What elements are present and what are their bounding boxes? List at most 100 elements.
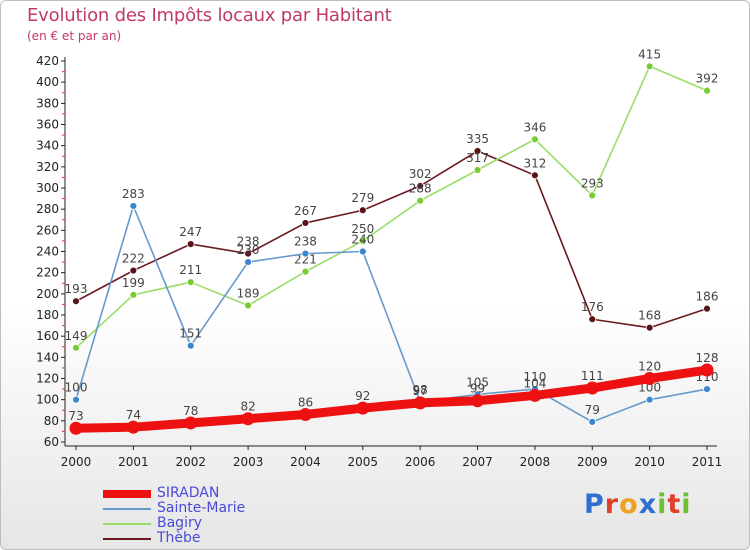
data-label: 111 bbox=[581, 369, 604, 383]
y-tick-label: 220 bbox=[36, 266, 59, 280]
data-label: 279 bbox=[351, 191, 374, 205]
legend-label: SIRADAN bbox=[157, 485, 220, 501]
x-tick-label: 2003 bbox=[233, 455, 264, 469]
legend-item: Bagiry bbox=[103, 516, 245, 531]
data-point bbox=[703, 385, 711, 393]
data-point bbox=[356, 401, 370, 415]
data-label: 211 bbox=[179, 263, 202, 277]
data-point bbox=[588, 191, 597, 200]
data-label: 230 bbox=[237, 243, 260, 257]
x-tick-label: 2005 bbox=[348, 455, 379, 469]
data-label: 98 bbox=[413, 383, 428, 397]
data-point bbox=[588, 417, 597, 426]
data-label: 79 bbox=[585, 403, 600, 417]
data-point bbox=[298, 407, 312, 421]
data-label: 317 bbox=[466, 151, 489, 165]
data-point bbox=[588, 315, 597, 324]
legend-label: Bagiry bbox=[157, 515, 203, 531]
data-point bbox=[531, 135, 539, 144]
data-point bbox=[585, 381, 599, 395]
data-label: 222 bbox=[122, 252, 145, 266]
data-label: 100 bbox=[638, 381, 661, 395]
data-point bbox=[186, 240, 195, 248]
data-point bbox=[244, 301, 252, 310]
data-label: 120 bbox=[638, 360, 661, 374]
data-label: 74 bbox=[126, 408, 141, 422]
data-point bbox=[241, 412, 255, 426]
data-label: 99 bbox=[470, 382, 485, 396]
y-tick-label: 100 bbox=[36, 393, 59, 407]
data-point bbox=[645, 62, 654, 71]
data-point bbox=[645, 323, 654, 332]
y-tick-label: 240 bbox=[36, 245, 59, 259]
data-label: 168 bbox=[638, 309, 661, 323]
data-point bbox=[129, 266, 138, 275]
data-point bbox=[72, 343, 80, 352]
data-label: 193 bbox=[65, 282, 88, 296]
y-tick-label: 360 bbox=[36, 118, 59, 132]
data-label: 82 bbox=[240, 400, 255, 414]
y-tick-label: 200 bbox=[36, 287, 59, 301]
y-tick-label: 280 bbox=[36, 202, 59, 216]
y-tick-label: 180 bbox=[36, 308, 59, 322]
data-label: 189 bbox=[237, 286, 260, 300]
data-label: 110 bbox=[523, 370, 546, 384]
data-label: 199 bbox=[122, 276, 145, 290]
legend-swatch bbox=[103, 522, 151, 525]
data-point bbox=[301, 219, 310, 227]
y-tick-label: 420 bbox=[36, 54, 59, 68]
legend-label: Sainte-Marie bbox=[157, 500, 246, 516]
series-line-bagiry bbox=[75, 65, 708, 349]
y-tick-label: 80 bbox=[44, 414, 59, 428]
y-tick-label: 120 bbox=[36, 372, 59, 386]
data-point bbox=[72, 297, 80, 306]
data-point bbox=[471, 394, 485, 408]
data-point bbox=[184, 416, 198, 430]
data-point bbox=[358, 206, 367, 215]
x-tick-label: 2009 bbox=[577, 455, 608, 469]
data-point bbox=[473, 166, 482, 174]
legend-swatch bbox=[103, 537, 151, 540]
data-point bbox=[413, 396, 427, 410]
y-tick-label: 340 bbox=[36, 139, 59, 153]
data-label: 293 bbox=[581, 176, 604, 190]
data-label: 221 bbox=[294, 253, 317, 267]
data-point bbox=[700, 363, 714, 377]
data-label: 247 bbox=[179, 225, 202, 239]
y-tick-label: 140 bbox=[36, 350, 59, 364]
data-label: 128 bbox=[696, 351, 719, 365]
data-point bbox=[244, 249, 252, 258]
proxiti-logo: Proxiti bbox=[584, 489, 692, 520]
data-label: 283 bbox=[122, 187, 145, 201]
data-label: 415 bbox=[638, 47, 661, 61]
series-line-thèbe bbox=[75, 150, 708, 329]
data-point bbox=[69, 421, 83, 435]
x-tick-label: 2007 bbox=[462, 455, 493, 469]
data-point bbox=[703, 304, 711, 313]
x-tick-label: 2010 bbox=[634, 455, 665, 469]
data-point bbox=[416, 196, 425, 205]
data-point bbox=[358, 247, 367, 256]
legend-label: Thèbe bbox=[157, 530, 201, 546]
logo-letter: i bbox=[681, 489, 692, 520]
logo-letter: o bbox=[619, 489, 639, 520]
data-label: 238 bbox=[294, 235, 317, 249]
data-point bbox=[301, 267, 310, 276]
y-tick-label: 60 bbox=[44, 435, 59, 449]
data-point bbox=[72, 395, 80, 404]
data-point bbox=[244, 258, 252, 266]
y-tick-label: 380 bbox=[36, 96, 59, 110]
data-point bbox=[473, 147, 482, 155]
data-point bbox=[129, 290, 138, 299]
data-label: 176 bbox=[581, 300, 604, 314]
legend-item: Thèbe bbox=[103, 531, 245, 546]
logo-letter: t bbox=[667, 489, 682, 520]
x-tick-label: 2002 bbox=[175, 455, 206, 469]
data-label: 186 bbox=[696, 290, 719, 304]
data-point bbox=[528, 388, 542, 402]
data-point bbox=[645, 395, 654, 404]
legend-swatch bbox=[103, 489, 151, 498]
series-line-sainte-marie bbox=[75, 205, 708, 423]
